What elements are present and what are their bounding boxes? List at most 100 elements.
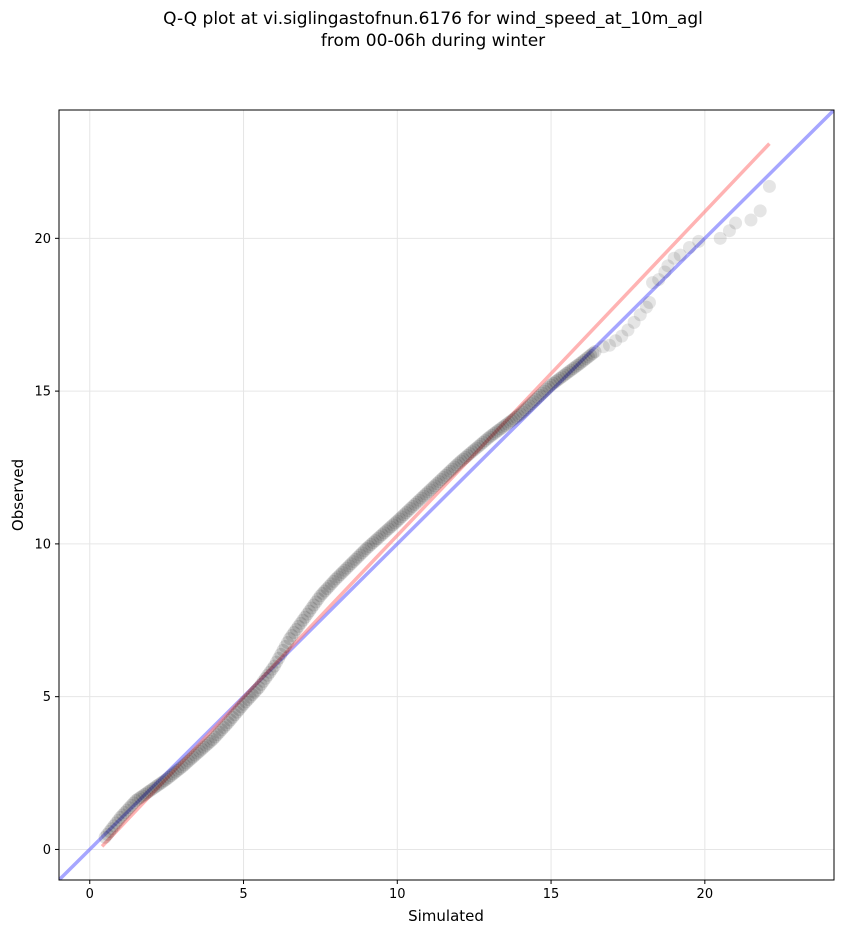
- qq-point: [280, 636, 294, 650]
- qq-point: [127, 796, 141, 810]
- qq-point: [584, 348, 598, 362]
- qq-point: [346, 555, 360, 569]
- y-tick-label-0: 0: [43, 843, 51, 858]
- qq-point: [507, 412, 521, 426]
- qq-point: [441, 466, 455, 480]
- qq-point: [551, 373, 565, 387]
- qq-point: [103, 825, 117, 839]
- qq-point: [456, 452, 470, 466]
- qq-point: [537, 384, 551, 398]
- qq-tail-point: [621, 323, 635, 337]
- qq-point: [129, 794, 143, 808]
- qq-point: [124, 798, 138, 812]
- qq-point: [241, 693, 255, 707]
- qq-point: [142, 784, 156, 798]
- qq-point: [311, 592, 325, 606]
- qq-point: [520, 401, 534, 415]
- qq-point: [131, 792, 145, 806]
- qq-point: [581, 350, 595, 364]
- qq-point: [114, 810, 128, 824]
- qq-point: [577, 353, 591, 367]
- qq-point: [353, 548, 367, 562]
- plot-marks: [59, 110, 834, 880]
- qq-point: [254, 677, 268, 691]
- qq-point: [173, 762, 187, 776]
- qq-point: [335, 565, 349, 579]
- qq-point: [243, 690, 257, 704]
- qq-point: [368, 534, 382, 548]
- qq-point: [357, 544, 371, 558]
- qq-tail-point: [609, 334, 623, 348]
- qq-tail-point: [633, 308, 647, 322]
- qq-point: [291, 619, 305, 633]
- qq-point: [465, 445, 479, 459]
- qq-point: [168, 765, 182, 779]
- qq-point: [472, 439, 486, 453]
- qq-point: [155, 775, 169, 789]
- qq-point: [392, 512, 406, 526]
- qq-point: [430, 477, 444, 491]
- qq-point: [228, 708, 242, 722]
- qq-point: [403, 502, 417, 516]
- qq-point: [274, 647, 288, 661]
- chart-title-line-2: from 00-06h during winter: [320, 31, 546, 51]
- qq-point: [384, 520, 398, 534]
- qq-tail-point: [658, 265, 672, 279]
- qq-point: [298, 610, 312, 624]
- qq-point: [351, 550, 365, 564]
- qq-point: [408, 497, 422, 511]
- plot-frame: [58, 109, 835, 881]
- qq-point: [557, 368, 571, 382]
- qq-point: [340, 561, 354, 575]
- qq-point: [186, 750, 200, 764]
- qq-point: [184, 752, 198, 766]
- qq-point: [179, 756, 193, 770]
- qq-point: [160, 772, 174, 786]
- qq-point: [500, 417, 514, 431]
- qq-point: [570, 358, 584, 372]
- qq-point: [324, 577, 338, 591]
- y-tick-label-4: 20: [34, 232, 51, 247]
- qq-point: [318, 584, 332, 598]
- qq-point: [533, 388, 547, 402]
- qq-point: [555, 370, 569, 384]
- qq-point: [573, 357, 587, 371]
- qq-point: [568, 360, 582, 374]
- qq-point: [122, 801, 136, 815]
- qq-tail-point: [652, 273, 666, 287]
- qq-point: [197, 740, 211, 754]
- qq-point: [371, 532, 385, 546]
- qq-point: [283, 632, 297, 646]
- qq-point: [256, 674, 270, 688]
- qq-point: [316, 586, 330, 600]
- qq-point: [535, 386, 549, 400]
- chart-title: Q-Q plot at vi.siglingastofnun.6176 for …: [0, 8, 843, 52]
- qq-point: [491, 423, 505, 437]
- qq-point: [193, 744, 207, 758]
- qq-point: [223, 713, 237, 727]
- qq-point: [309, 595, 323, 609]
- qq-point: [423, 483, 437, 497]
- qq-point: [230, 705, 244, 719]
- qq-tail-point: [627, 315, 641, 329]
- qq-point: [140, 786, 154, 800]
- qq-tail-point: [744, 213, 758, 227]
- qq-point: [559, 367, 573, 381]
- qq-point: [505, 414, 519, 428]
- qq-point: [188, 748, 202, 762]
- qq-point: [250, 683, 264, 697]
- qq-tail-point: [722, 224, 736, 238]
- x-tick-label-0: 0: [86, 887, 94, 902]
- qq-point: [210, 728, 224, 742]
- qq-point: [206, 732, 220, 746]
- qq-point: [461, 448, 475, 462]
- qq-point: [322, 579, 336, 593]
- x-tick-label-4: 20: [697, 887, 714, 902]
- qq-point: [579, 352, 593, 366]
- qq-point: [302, 604, 316, 618]
- qq-point: [436, 470, 450, 484]
- qq-point: [562, 365, 576, 379]
- chart-title-line-1: Q-Q plot at vi.siglingastofnun.6176 for …: [163, 9, 703, 29]
- qq-point: [360, 541, 374, 555]
